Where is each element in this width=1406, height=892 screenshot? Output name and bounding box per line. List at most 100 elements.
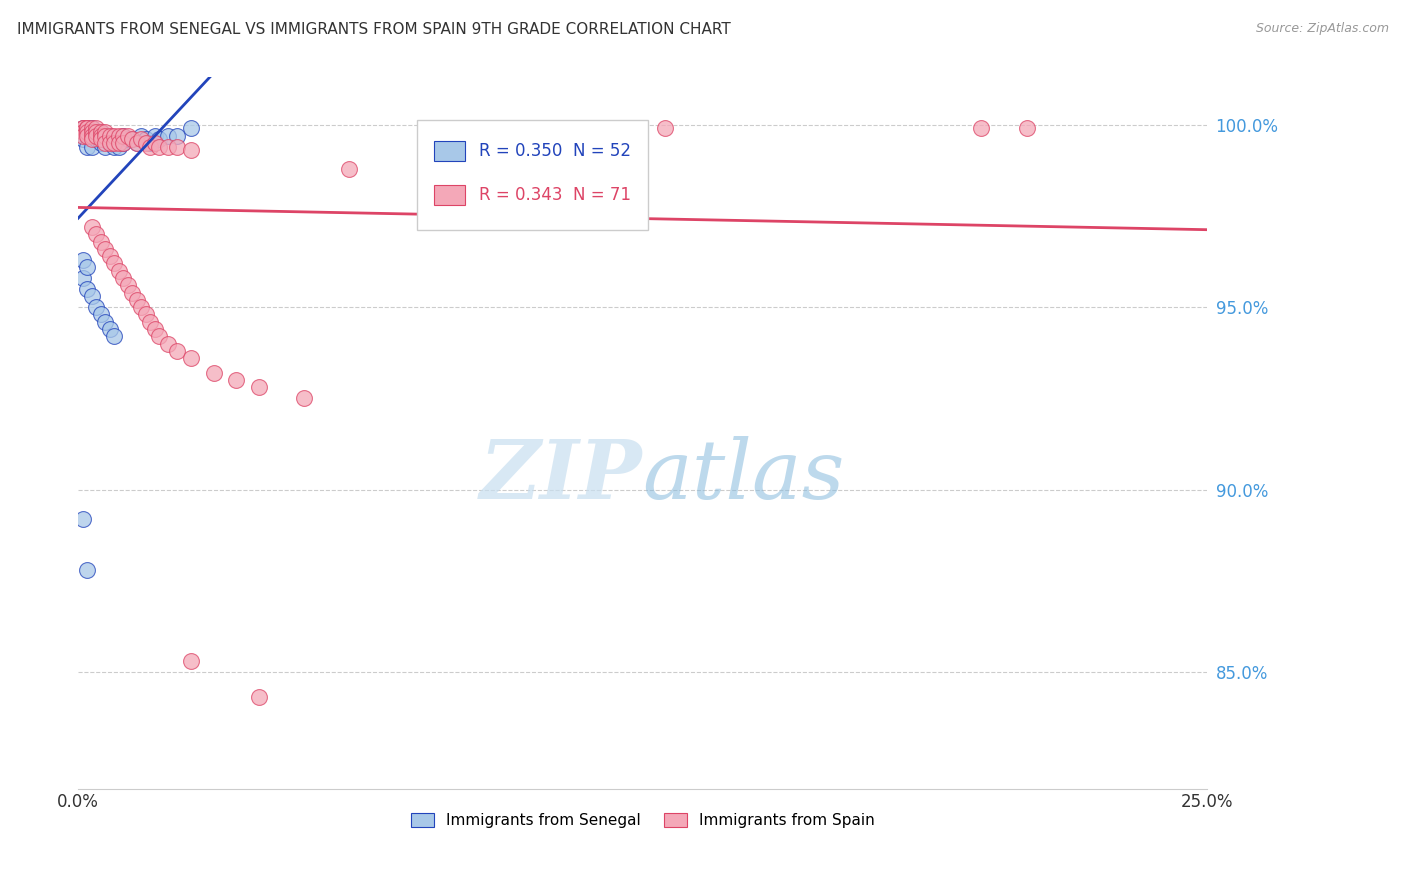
Point bbox=[80, 289, 103, 303]
Point bbox=[90, 125, 112, 139]
Point bbox=[157, 128, 180, 143]
Point bbox=[157, 336, 180, 351]
Point bbox=[80, 132, 103, 146]
Point bbox=[166, 139, 188, 153]
Point bbox=[76, 121, 98, 136]
Point bbox=[103, 329, 125, 343]
Point bbox=[180, 654, 202, 668]
Point bbox=[337, 161, 360, 176]
Text: R = 0.350: R = 0.350 bbox=[479, 142, 562, 160]
Point bbox=[970, 121, 993, 136]
Point bbox=[131, 132, 153, 146]
Point bbox=[72, 128, 94, 143]
Point bbox=[94, 128, 117, 143]
Point bbox=[98, 322, 121, 336]
Point bbox=[76, 125, 98, 139]
Point bbox=[84, 128, 107, 143]
Point bbox=[84, 125, 107, 139]
Point bbox=[80, 121, 103, 136]
Point bbox=[76, 563, 98, 577]
Point bbox=[135, 136, 157, 150]
Point bbox=[76, 121, 98, 136]
Point bbox=[80, 128, 103, 143]
Point bbox=[157, 139, 180, 153]
Point bbox=[98, 249, 121, 263]
Point bbox=[98, 136, 121, 150]
Point bbox=[117, 278, 139, 293]
Point bbox=[131, 128, 153, 143]
Point bbox=[90, 136, 112, 150]
Point bbox=[107, 263, 129, 277]
Point bbox=[125, 136, 148, 150]
Point bbox=[76, 282, 98, 296]
Point bbox=[143, 128, 166, 143]
Point bbox=[84, 125, 107, 139]
Point bbox=[84, 128, 107, 143]
Bar bbox=[434, 141, 465, 161]
Point bbox=[148, 329, 170, 343]
Point bbox=[72, 511, 94, 525]
Point bbox=[131, 300, 153, 314]
Point bbox=[112, 128, 135, 143]
Point bbox=[76, 139, 98, 153]
Point bbox=[292, 392, 315, 406]
Point bbox=[121, 285, 143, 300]
Point bbox=[103, 256, 125, 270]
Point bbox=[98, 128, 121, 143]
Point bbox=[76, 128, 98, 143]
Point bbox=[519, 176, 541, 190]
Point bbox=[90, 132, 112, 146]
Point bbox=[80, 219, 103, 234]
Point bbox=[72, 121, 94, 136]
Text: R = 0.343: R = 0.343 bbox=[479, 186, 562, 203]
Point bbox=[166, 128, 188, 143]
Point bbox=[1015, 121, 1038, 136]
Point bbox=[112, 271, 135, 285]
Point bbox=[90, 125, 112, 139]
Point bbox=[135, 132, 157, 146]
Point bbox=[139, 136, 162, 150]
Point bbox=[180, 144, 202, 158]
Point bbox=[180, 351, 202, 366]
Point bbox=[180, 121, 202, 136]
Point bbox=[247, 690, 270, 705]
Point bbox=[94, 139, 117, 153]
Text: Source: ZipAtlas.com: Source: ZipAtlas.com bbox=[1256, 22, 1389, 36]
Point bbox=[107, 128, 129, 143]
Point bbox=[72, 125, 94, 139]
Text: IMMIGRANTS FROM SENEGAL VS IMMIGRANTS FROM SPAIN 9TH GRADE CORRELATION CHART: IMMIGRANTS FROM SENEGAL VS IMMIGRANTS FR… bbox=[17, 22, 731, 37]
Point bbox=[117, 128, 139, 143]
Legend: Immigrants from Senegal, Immigrants from Spain: Immigrants from Senegal, Immigrants from… bbox=[405, 807, 880, 834]
Point bbox=[139, 315, 162, 329]
Point bbox=[94, 315, 117, 329]
Point bbox=[121, 132, 143, 146]
Point bbox=[148, 139, 170, 153]
FancyBboxPatch shape bbox=[416, 120, 648, 230]
Point bbox=[143, 322, 166, 336]
Point bbox=[76, 125, 98, 139]
Point bbox=[72, 125, 94, 139]
Point bbox=[117, 132, 139, 146]
Point bbox=[103, 136, 125, 150]
Point bbox=[84, 227, 107, 242]
Point bbox=[94, 136, 117, 150]
Point bbox=[166, 343, 188, 358]
Point bbox=[94, 128, 117, 143]
Text: N = 52: N = 52 bbox=[572, 142, 631, 160]
Point bbox=[148, 132, 170, 146]
Point bbox=[247, 380, 270, 394]
Point bbox=[80, 125, 103, 139]
Point bbox=[72, 271, 94, 285]
Point bbox=[135, 308, 157, 322]
Point bbox=[202, 366, 225, 380]
Text: N = 71: N = 71 bbox=[572, 186, 631, 203]
Point bbox=[98, 136, 121, 150]
Point bbox=[72, 128, 94, 143]
Point bbox=[143, 136, 166, 150]
Point bbox=[72, 252, 94, 267]
Point bbox=[654, 121, 676, 136]
Point bbox=[90, 235, 112, 249]
Point bbox=[72, 132, 94, 146]
Point bbox=[125, 293, 148, 307]
Point bbox=[94, 242, 117, 256]
